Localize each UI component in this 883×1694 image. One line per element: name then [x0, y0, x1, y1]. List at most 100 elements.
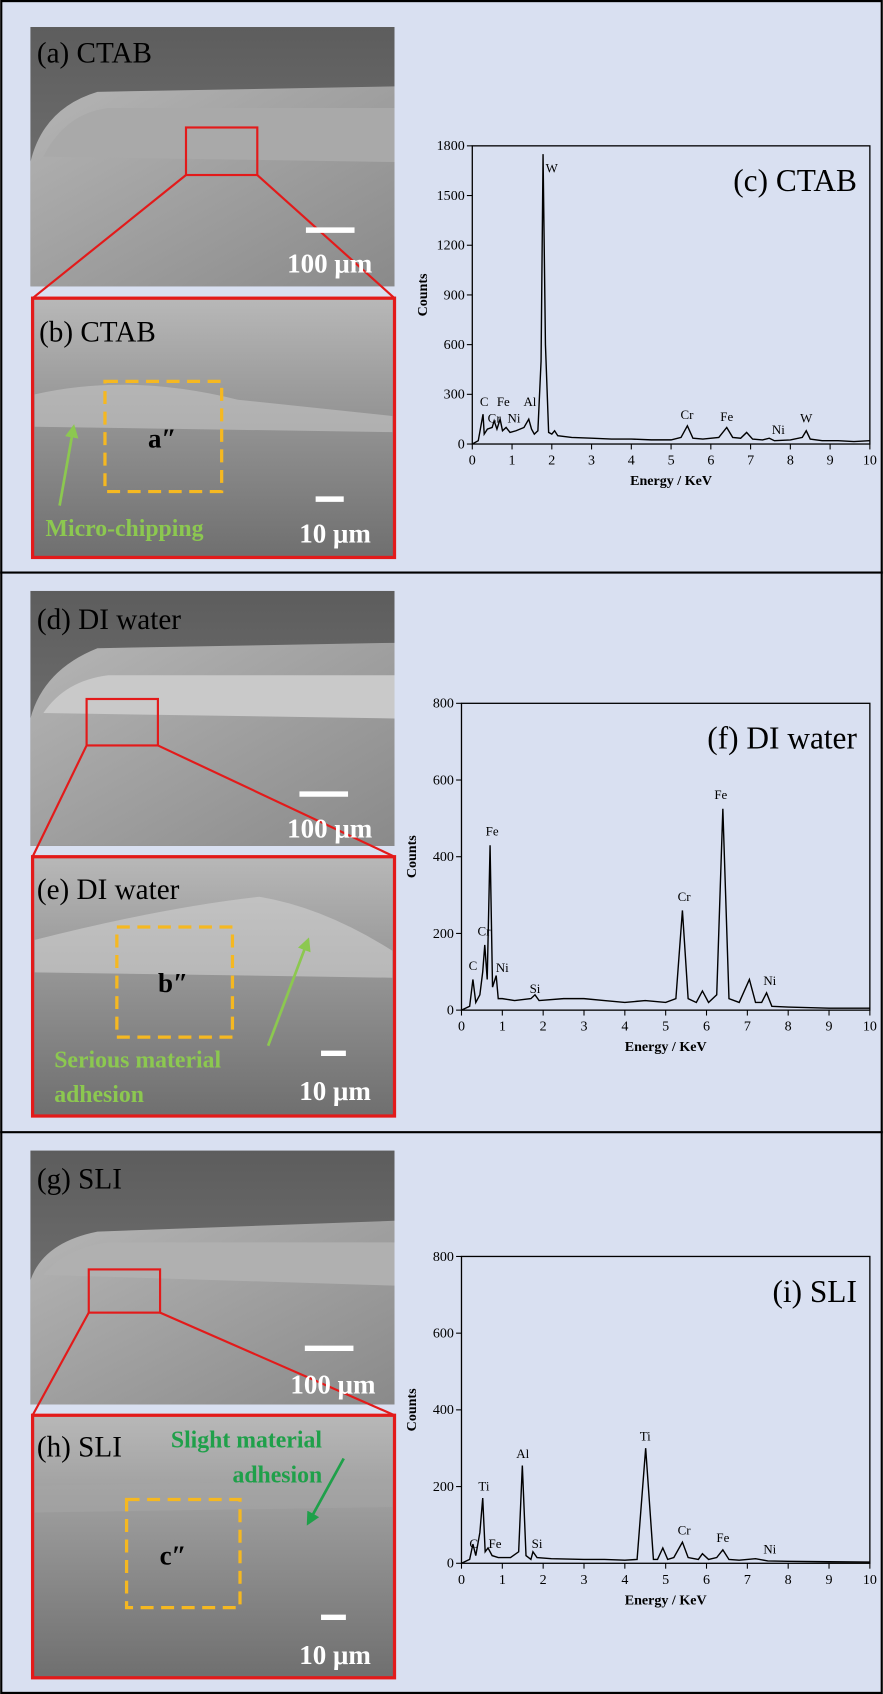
y-tick-label: 600 [444, 337, 465, 353]
note: adhesion [54, 1082, 144, 1108]
peak-label: W [546, 160, 559, 175]
peak-label: Cr [488, 410, 502, 425]
x-tick-label: 4 [621, 1572, 628, 1588]
x-axis-label: Energy / KeV [625, 1039, 707, 1055]
scale-label: 10 μm [299, 1076, 371, 1106]
region-label: a″ [148, 423, 176, 453]
y-tick-label: 800 [433, 1249, 454, 1265]
y-tick-label: 1800 [437, 138, 465, 154]
x-tick-label: 1 [499, 1572, 506, 1588]
x-tick-label: 7 [747, 453, 754, 469]
x-tick-label: 1 [509, 453, 516, 469]
scale-label: 10 μm [299, 1640, 371, 1670]
x-tick-label: 8 [785, 1572, 792, 1588]
chart-title: (f) DI water [707, 721, 857, 756]
note: Slight material [171, 1428, 322, 1454]
x-tick-label: 7 [744, 1019, 751, 1035]
peak-label: Si [530, 981, 541, 996]
y-tick-label: 400 [433, 1402, 454, 1418]
x-tick-label: 0 [458, 1572, 465, 1588]
peak-label: Cr [678, 889, 692, 904]
scale-label: 100 μm [287, 248, 373, 278]
y-tick-label: 800 [433, 696, 454, 712]
region-label: b″ [158, 968, 188, 998]
x-tick-label: 3 [580, 1572, 587, 1588]
y-tick-label: 0 [447, 1002, 454, 1018]
x-tick-label: 10 [863, 1019, 877, 1035]
peak-label: Cr [477, 923, 491, 938]
peak-label: C [469, 958, 478, 973]
region-label: c″ [160, 1540, 187, 1570]
x-tick-label: 6 [703, 1572, 710, 1588]
note: Micro-chipping [46, 516, 204, 542]
peak-label: Cr [681, 407, 695, 422]
scale-label: 100 μm [287, 813, 373, 843]
peak-label: C [469, 1536, 478, 1551]
x-tick-label: 3 [588, 453, 595, 469]
y-tick-label: 400 [433, 849, 454, 865]
y-tick-label: 0 [447, 1556, 454, 1572]
scale-label: 10 μm [299, 518, 371, 548]
x-tick-label: 5 [662, 1572, 669, 1588]
peak-label: Ti [478, 1478, 489, 1493]
peak-label: Ni [772, 422, 785, 437]
peak-label: Fe [486, 824, 499, 839]
y-tick-label: 1500 [437, 188, 465, 204]
panel-label: (g) SLI [37, 1163, 122, 1195]
peak-label: Fe [714, 787, 727, 802]
x-tick-label: 3 [580, 1019, 587, 1035]
x-tick-label: 9 [827, 453, 834, 469]
panel-label: (h) SLI [37, 1431, 122, 1463]
note: Serious material [54, 1047, 221, 1073]
x-axis-label: Energy / KeV [625, 1592, 707, 1608]
x-tick-label: 7 [744, 1572, 751, 1588]
peak-label: Si [532, 1536, 543, 1551]
chart-title: (c) CTAB [733, 163, 857, 198]
x-tick-label: 2 [540, 1019, 547, 1035]
peak-label: Ni [496, 960, 509, 975]
y-tick-label: 600 [433, 1325, 454, 1341]
scale-label: 100 μm [290, 1370, 376, 1400]
x-tick-label: 6 [703, 1019, 710, 1035]
peak-label: Al [523, 394, 536, 409]
peak-label: Cr [678, 1523, 692, 1538]
y-tick-label: 200 [433, 926, 454, 942]
peak-label: Ni [763, 1542, 776, 1557]
x-tick-label: 10 [863, 1572, 877, 1588]
x-tick-label: 4 [621, 1019, 628, 1035]
peak-label: Fe [497, 394, 510, 409]
y-tick-label: 300 [444, 387, 465, 403]
peak-label: Ni [763, 973, 776, 988]
panel-label: (d) DI water [37, 604, 181, 636]
y-tick-label: 600 [433, 772, 454, 788]
panel-label: (a) CTAB [37, 38, 152, 70]
panel-label: (b) CTAB [39, 316, 156, 348]
y-tick-label: 900 [444, 287, 465, 303]
peak-label: Al [516, 1446, 529, 1461]
peak-label: C [480, 394, 489, 409]
x-tick-label: 0 [458, 1019, 465, 1035]
y-axis-label: Counts [415, 273, 431, 316]
x-tick-label: 9 [826, 1019, 833, 1035]
y-tick-label: 200 [433, 1479, 454, 1495]
x-tick-label: 9 [826, 1572, 833, 1588]
peak-label: W [800, 410, 813, 425]
x-tick-label: 0 [469, 453, 476, 469]
x-axis-label: Energy / KeV [630, 473, 712, 489]
peak-label: Fe [716, 1530, 729, 1545]
x-tick-label: 8 [785, 1019, 792, 1035]
note: adhesion [232, 1462, 322, 1488]
x-tick-label: 8 [787, 453, 794, 469]
x-tick-label: 10 [863, 453, 877, 469]
x-tick-label: 1 [499, 1019, 506, 1035]
x-tick-label: 2 [548, 453, 555, 469]
peak-label: Ti [640, 1429, 651, 1444]
peak-label: Fe [488, 1536, 501, 1551]
panel-label: (e) DI water [37, 874, 180, 906]
x-tick-label: 5 [668, 453, 675, 469]
y-tick-label: 0 [458, 436, 465, 452]
y-axis-label: Counts [404, 1388, 420, 1431]
x-tick-label: 4 [628, 453, 635, 469]
y-tick-label: 1200 [437, 238, 465, 254]
x-tick-label: 6 [707, 453, 714, 469]
